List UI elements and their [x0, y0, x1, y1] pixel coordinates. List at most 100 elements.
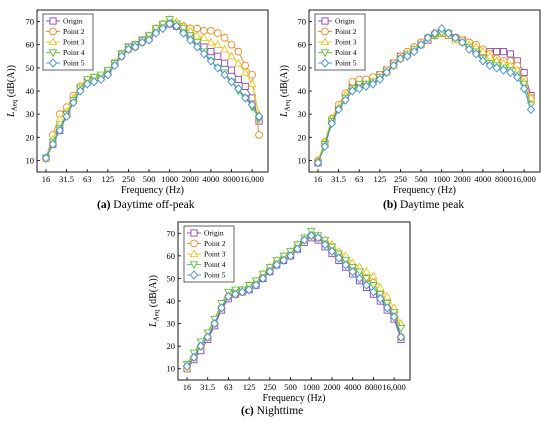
legend-swatch-marker [48, 49, 58, 58]
data-point [234, 47, 243, 56]
data-point [193, 42, 202, 52]
panel-caption-text: Daytime peak [397, 199, 464, 211]
data-point [207, 48, 215, 56]
data-point [48, 139, 57, 149]
data-point [499, 48, 508, 56]
data-point [214, 52, 222, 60]
series-point-5 [182, 230, 406, 372]
data-point [396, 332, 406, 342]
x-tick-label: 63 [355, 174, 364, 184]
data-point [341, 260, 350, 270]
data-point [247, 79, 257, 88]
data-point [485, 51, 495, 60]
data-point [117, 51, 126, 61]
chart-panel-1: 10 20 30 40 50 60 70 16 31.5 63 125 250 500 1000 2000 4… [6, 9, 269, 211]
legend-swatch-marker [320, 49, 330, 58]
panel-caption: (c) Nighttime [241, 405, 303, 417]
data-point [234, 75, 242, 83]
x-tick-label: 125 [243, 382, 256, 392]
data-point [213, 63, 222, 73]
panel-caption-tag: (b) [383, 199, 397, 211]
data-point [138, 37, 147, 47]
data-point [234, 58, 243, 67]
data-point [220, 44, 229, 53]
x-tick-label: 500 [415, 174, 428, 184]
data-point [376, 282, 385, 291]
legend-swatch-marker [320, 37, 330, 46]
data-point [499, 65, 508, 75]
legend-label: Point 2 [335, 27, 357, 36]
x-tick-label: 31.5 [59, 174, 74, 184]
data-point [76, 86, 85, 96]
data-point [389, 60, 398, 71]
data-point [83, 79, 92, 89]
data-point [355, 268, 364, 277]
data-point [506, 67, 515, 78]
x-tick-label: 1000 [433, 174, 450, 184]
x-tick-label: 8000 [223, 174, 240, 184]
y-axis-label-main: L [279, 111, 290, 118]
panel-caption-tag: (c) [241, 405, 254, 417]
data-point [375, 74, 384, 85]
x-tick-label: 16 [183, 382, 192, 392]
data-point [410, 47, 419, 57]
y-tick-label: 60 [26, 40, 35, 50]
data-point [396, 324, 406, 333]
data-point [361, 81, 371, 91]
data-point [41, 153, 51, 163]
legend-swatch-marker [321, 17, 329, 25]
data-point [506, 50, 514, 58]
legend-swatch-marker [48, 37, 58, 46]
x-tick-label: 63 [224, 382, 233, 392]
x-tick-label: 125 [373, 174, 386, 184]
data-point [313, 158, 323, 168]
data-point [199, 33, 209, 41]
x-tick-label: 250 [263, 382, 276, 392]
data-point [55, 125, 64, 135]
y-axis-label: LAeq (dB(A)) [6, 65, 19, 118]
x-tick-label: 500 [143, 174, 156, 184]
data-point [241, 82, 249, 90]
x-tick-label: 31.5 [331, 174, 346, 184]
legend-swatch-marker [320, 58, 330, 68]
data-point [368, 79, 378, 89]
x-tick-label: 31.5 [200, 382, 215, 392]
data-point [207, 26, 215, 35]
data-point [258, 273, 268, 284]
legend-label: Origin [204, 229, 224, 238]
data-point [492, 63, 501, 73]
data-point [255, 131, 263, 139]
data-point [240, 67, 250, 76]
legend-swatch-marker [189, 249, 199, 258]
y-tick-label: 40 [298, 86, 307, 96]
data-point [471, 49, 481, 59]
data-point [382, 67, 391, 78]
y-tick-label: 40 [26, 86, 35, 96]
data-point [383, 303, 392, 313]
data-point [131, 42, 140, 52]
x-tick-label: 1000 [161, 174, 178, 184]
legend-label: Point 4 [63, 48, 85, 57]
y-axis-label-sub: Aeq [153, 309, 161, 321]
panel-caption-text: Daytime off-peak [110, 199, 194, 211]
data-point [55, 114, 65, 122]
y-axis-label-unit: (dB(A)) [148, 275, 159, 310]
data-point [396, 54, 405, 64]
data-point [444, 28, 453, 38]
data-point [362, 267, 371, 275]
y-tick-label: 20 [167, 341, 176, 351]
data-point [465, 44, 474, 54]
data-point [430, 28, 439, 38]
panel-caption: (a) Daytime off-peak [97, 199, 195, 211]
data-point [341, 95, 350, 105]
data-point [217, 303, 226, 313]
y-tick-label: 50 [167, 273, 176, 283]
data-point [182, 361, 192, 372]
data-point [124, 44, 133, 54]
data-point [423, 33, 433, 43]
data-point [369, 287, 378, 297]
data-point [158, 23, 167, 34]
legend-label: Point 5 [335, 59, 357, 68]
data-point [189, 352, 199, 363]
